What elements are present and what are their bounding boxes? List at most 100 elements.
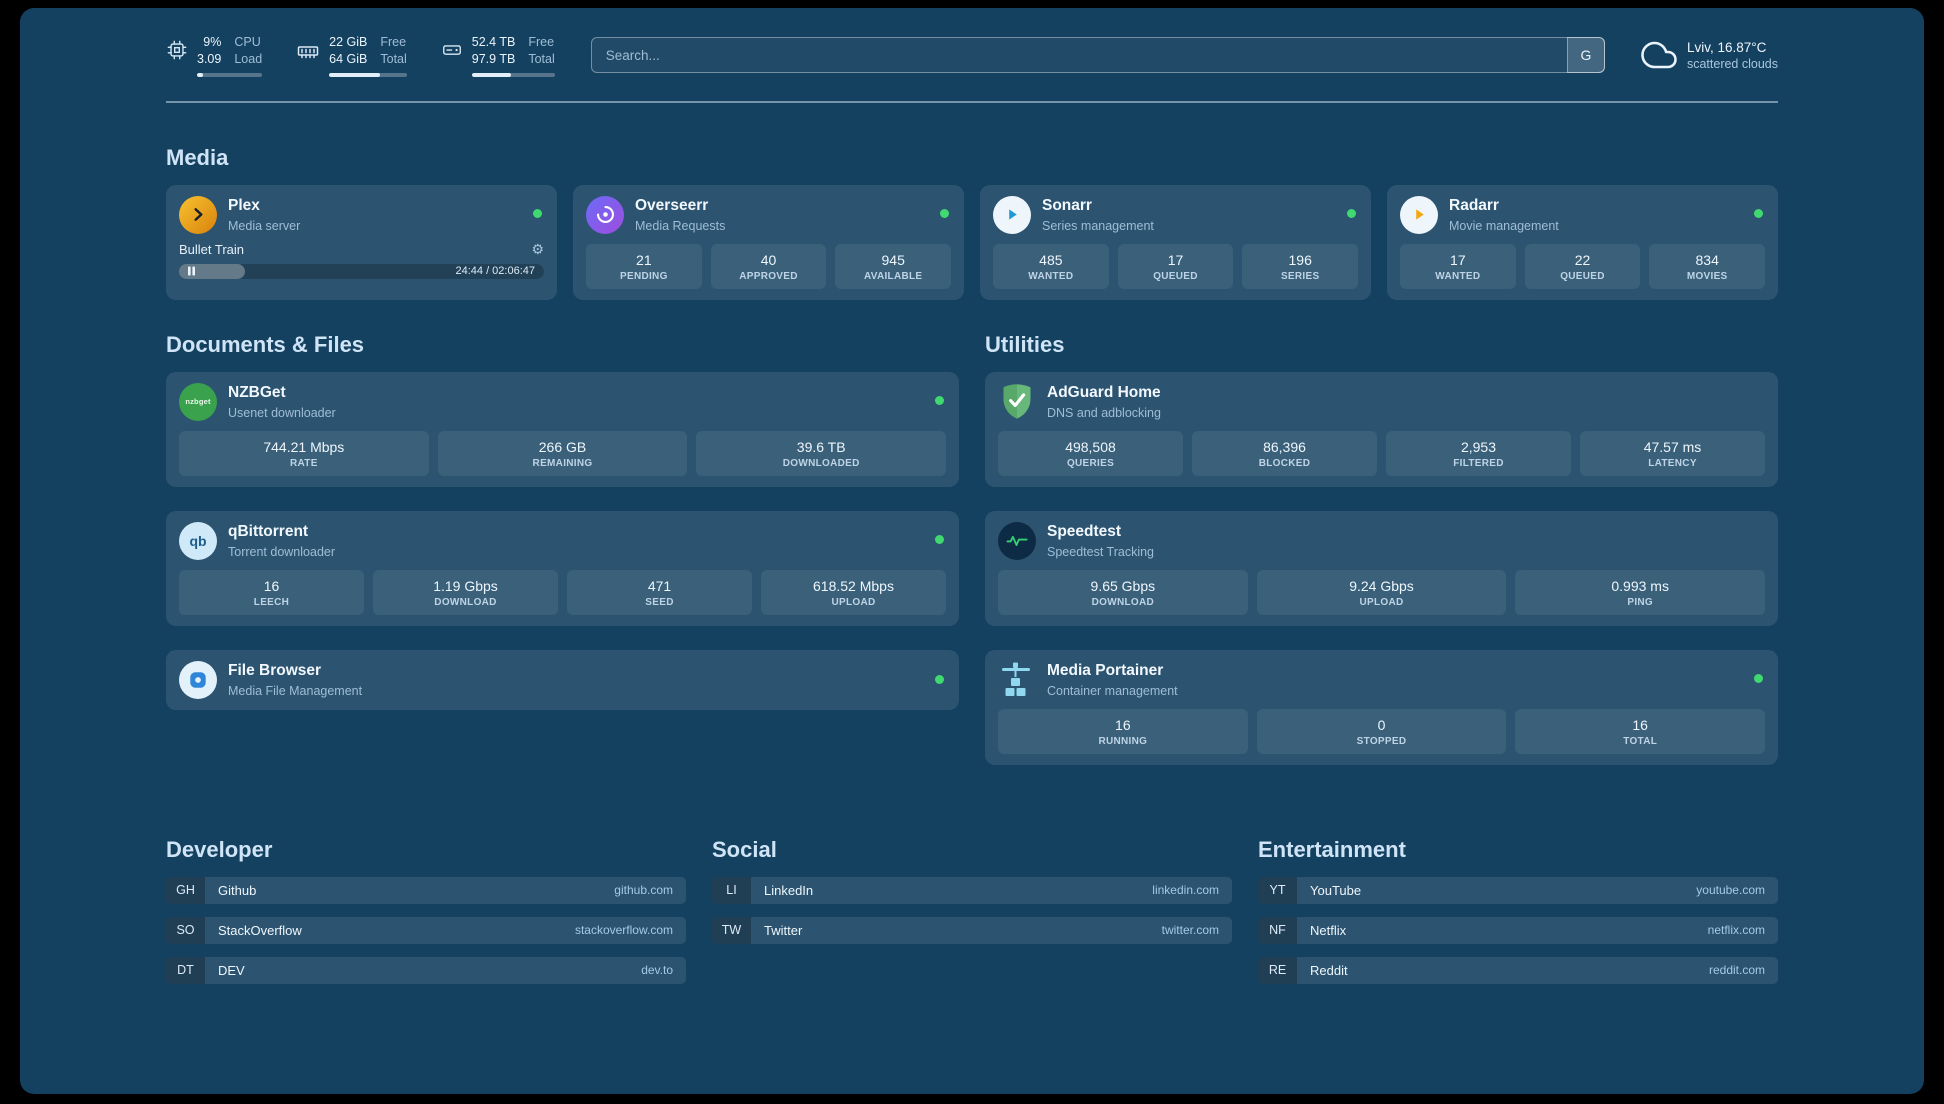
bookmark-abbr: TW [712, 916, 751, 944]
service-card-sonarr[interactable]: Sonarr Series management 485 WANTED 17 Q… [980, 184, 1371, 300]
bookmark-name: Netflix [1310, 922, 1347, 938]
bookmark-name: YouTube [1310, 882, 1362, 898]
stat-label: QUEUED [1153, 270, 1198, 282]
bookmark-reddit[interactable]: RE Reddit reddit.com [1258, 956, 1778, 984]
status-dot [533, 208, 542, 218]
service-text: Media Portainer Container management [1047, 662, 1178, 698]
service-card-portainer[interactable]: Media Portainer Container management 16 … [985, 649, 1778, 765]
stat: 485 WANTED [993, 243, 1109, 289]
service-name: Radarr [1449, 196, 1499, 214]
service-card-qbittorrent[interactable]: qb qBittorrent Torrent downloader 16 LEE… [166, 510, 959, 626]
disk-icon [441, 34, 463, 77]
stat-value: 22 [1574, 251, 1591, 268]
stat-value: 9.65 Gbps [1090, 577, 1156, 594]
stat-value: 834 [1695, 251, 1719, 268]
qbittorrent-icon-text: qb [189, 532, 207, 549]
bookmark-dev[interactable]: DT DEV dev.to [166, 956, 686, 984]
stat-value: 0 [1377, 716, 1386, 733]
main-grid: Documents & Files nzbget NZBGet Usenet d… [166, 332, 1778, 789]
bookmark-linkedin[interactable]: LI LinkedIn linkedin.com [712, 876, 1232, 904]
stats-row: 744.21 Mbps RATE 266 GB REMAINING 39.6 T… [179, 430, 947, 476]
stat-value: 196 [1288, 251, 1312, 268]
weather-location: Lviv, 16.87°C [1686, 39, 1767, 55]
service-text: Speedtest Speedtest Tracking [1047, 523, 1154, 559]
now-playing-row: Bullet Train ⚙ [179, 242, 544, 257]
stat-value: 9.24 Gbps [1349, 577, 1414, 594]
service-card-filebrowser[interactable]: File Browser Media File Management [166, 649, 959, 710]
memory-total-label: Total [380, 51, 407, 66]
stat-label: LEECH [253, 596, 290, 608]
service-card-radarr[interactable]: Radarr Movie management 17 WANTED 22 QUE… [1387, 184, 1778, 300]
stat-label: TOTAL [1623, 735, 1658, 747]
stat: 16 LEECH [179, 569, 364, 615]
service-subtitle: Speedtest Tracking [1047, 544, 1155, 559]
disk-widget-body: 52.4 TB 97.9 TB Free Total [471, 34, 555, 77]
cpu-chip-icon [166, 34, 188, 77]
service-card-overseerr[interactable]: Overseerr Media Requests 21 PENDING 40 A… [573, 184, 964, 300]
stats-row: 498,508 QUERIES 86,396 BLOCKED 2,953 FIL… [998, 430, 1765, 476]
service-card-plex[interactable]: Plex Media server Bullet Train ⚙ 24:44 [166, 184, 557, 300]
section-title-utilities: Utilities [985, 331, 1065, 357]
section-media: Media Plex Media server [166, 145, 1778, 300]
bookmark-abbr: LI [712, 876, 751, 904]
stat-value: 16 [263, 577, 280, 594]
cpu-load-label: Load [234, 51, 263, 66]
service-name: Plex [228, 196, 260, 214]
cpu-widget: 9% 3.09 CPU Load [166, 34, 263, 77]
bookmark-domain: youtube.com [1696, 883, 1765, 898]
stat: 1.19 Gbps DOWNLOAD [373, 569, 558, 615]
stat: 40 APPROVED [710, 243, 827, 289]
status-dot [1754, 208, 1763, 218]
stat-value: 47.57 ms [1643, 438, 1702, 455]
pause-icon[interactable] [188, 266, 195, 276]
stats-row: 9.65 Gbps DOWNLOAD 9.24 Gbps UPLOAD 0.99… [998, 569, 1766, 615]
stat: 266 GB REMAINING [437, 430, 688, 476]
stat-value: 40 [760, 251, 777, 268]
header-divider [166, 100, 1778, 103]
stat-label: QUERIES [1066, 457, 1115, 469]
bookmark-stackoverflow[interactable]: SO StackOverflow stackoverflow.com [166, 916, 686, 944]
bookmark-abbr: YT [1258, 876, 1297, 904]
search-bar: G [590, 37, 1605, 74]
resource-widgets: 9% 3.09 CPU Load [166, 34, 555, 77]
card-header: Radarr Movie management [1400, 195, 1765, 234]
player-progress-fill [179, 263, 245, 279]
disk-usage-bar-fill [471, 72, 511, 77]
bookmark-netflix[interactable]: NF Netflix netflix.com [1258, 916, 1778, 944]
service-card-speedtest[interactable]: Speedtest Speedtest Tracking 9.65 Gbps D… [985, 510, 1778, 626]
search-provider-button[interactable]: G [1566, 37, 1605, 74]
card-header: Overseerr Media Requests [586, 195, 951, 234]
search-input[interactable] [590, 37, 1605, 74]
service-name: Sonarr [1042, 196, 1092, 214]
service-name: AdGuard Home [1047, 383, 1161, 401]
service-text: Radarr Movie management [1449, 197, 1559, 233]
bookmark-domain: reddit.com [1708, 963, 1765, 978]
stat-value: 485 [1039, 251, 1063, 268]
stat: 834 MOVIES [1649, 243, 1766, 289]
player-progress-bar[interactable]: 24:44 / 02:06:47 [179, 263, 544, 279]
weather-condition: scattered clouds [1686, 56, 1778, 71]
bookmark-github[interactable]: GH Github github.com [166, 876, 686, 904]
weather-widget: Lviv, 16.87°C scattered clouds [1641, 37, 1778, 73]
service-card-nzbget[interactable]: nzbget NZBGet Usenet downloader 744.21 M… [166, 371, 959, 487]
stat: 9.65 Gbps DOWNLOAD [998, 569, 1248, 615]
media-card-grid: Plex Media server Bullet Train ⚙ 24:44 [166, 184, 1778, 300]
service-card-adguard[interactable]: AdGuard Home DNS and adblocking 498,508 … [985, 371, 1778, 487]
bookmark-abbr: SO [166, 916, 205, 944]
stat-value: 17 [1167, 251, 1184, 268]
bookmark-youtube[interactable]: YT YouTube youtube.com [1258, 876, 1778, 904]
section-utilities: Utilities AdGuard Home [985, 332, 1778, 789]
stat: 0.993 ms PING [1515, 569, 1766, 615]
service-name: NZBGet [228, 383, 286, 401]
bookmark-twitter[interactable]: TW Twitter twitter.com [712, 916, 1232, 944]
stat-label: STOPPED [1356, 735, 1407, 747]
bookmark-domain: twitter.com [1161, 923, 1219, 938]
service-text: qBittorrent Torrent downloader [228, 523, 335, 559]
stat-label: AVAILABLE [863, 270, 923, 282]
card-header: Media Portainer Container management [998, 661, 1765, 699]
cloud-icon [1641, 37, 1677, 73]
gear-icon[interactable]: ⚙ [531, 241, 544, 258]
section-documents: Documents & Files nzbget NZBGet Usenet d… [166, 332, 959, 734]
stat-label: REMAINING [532, 457, 593, 469]
bookmark-abbr: GH [166, 876, 205, 904]
